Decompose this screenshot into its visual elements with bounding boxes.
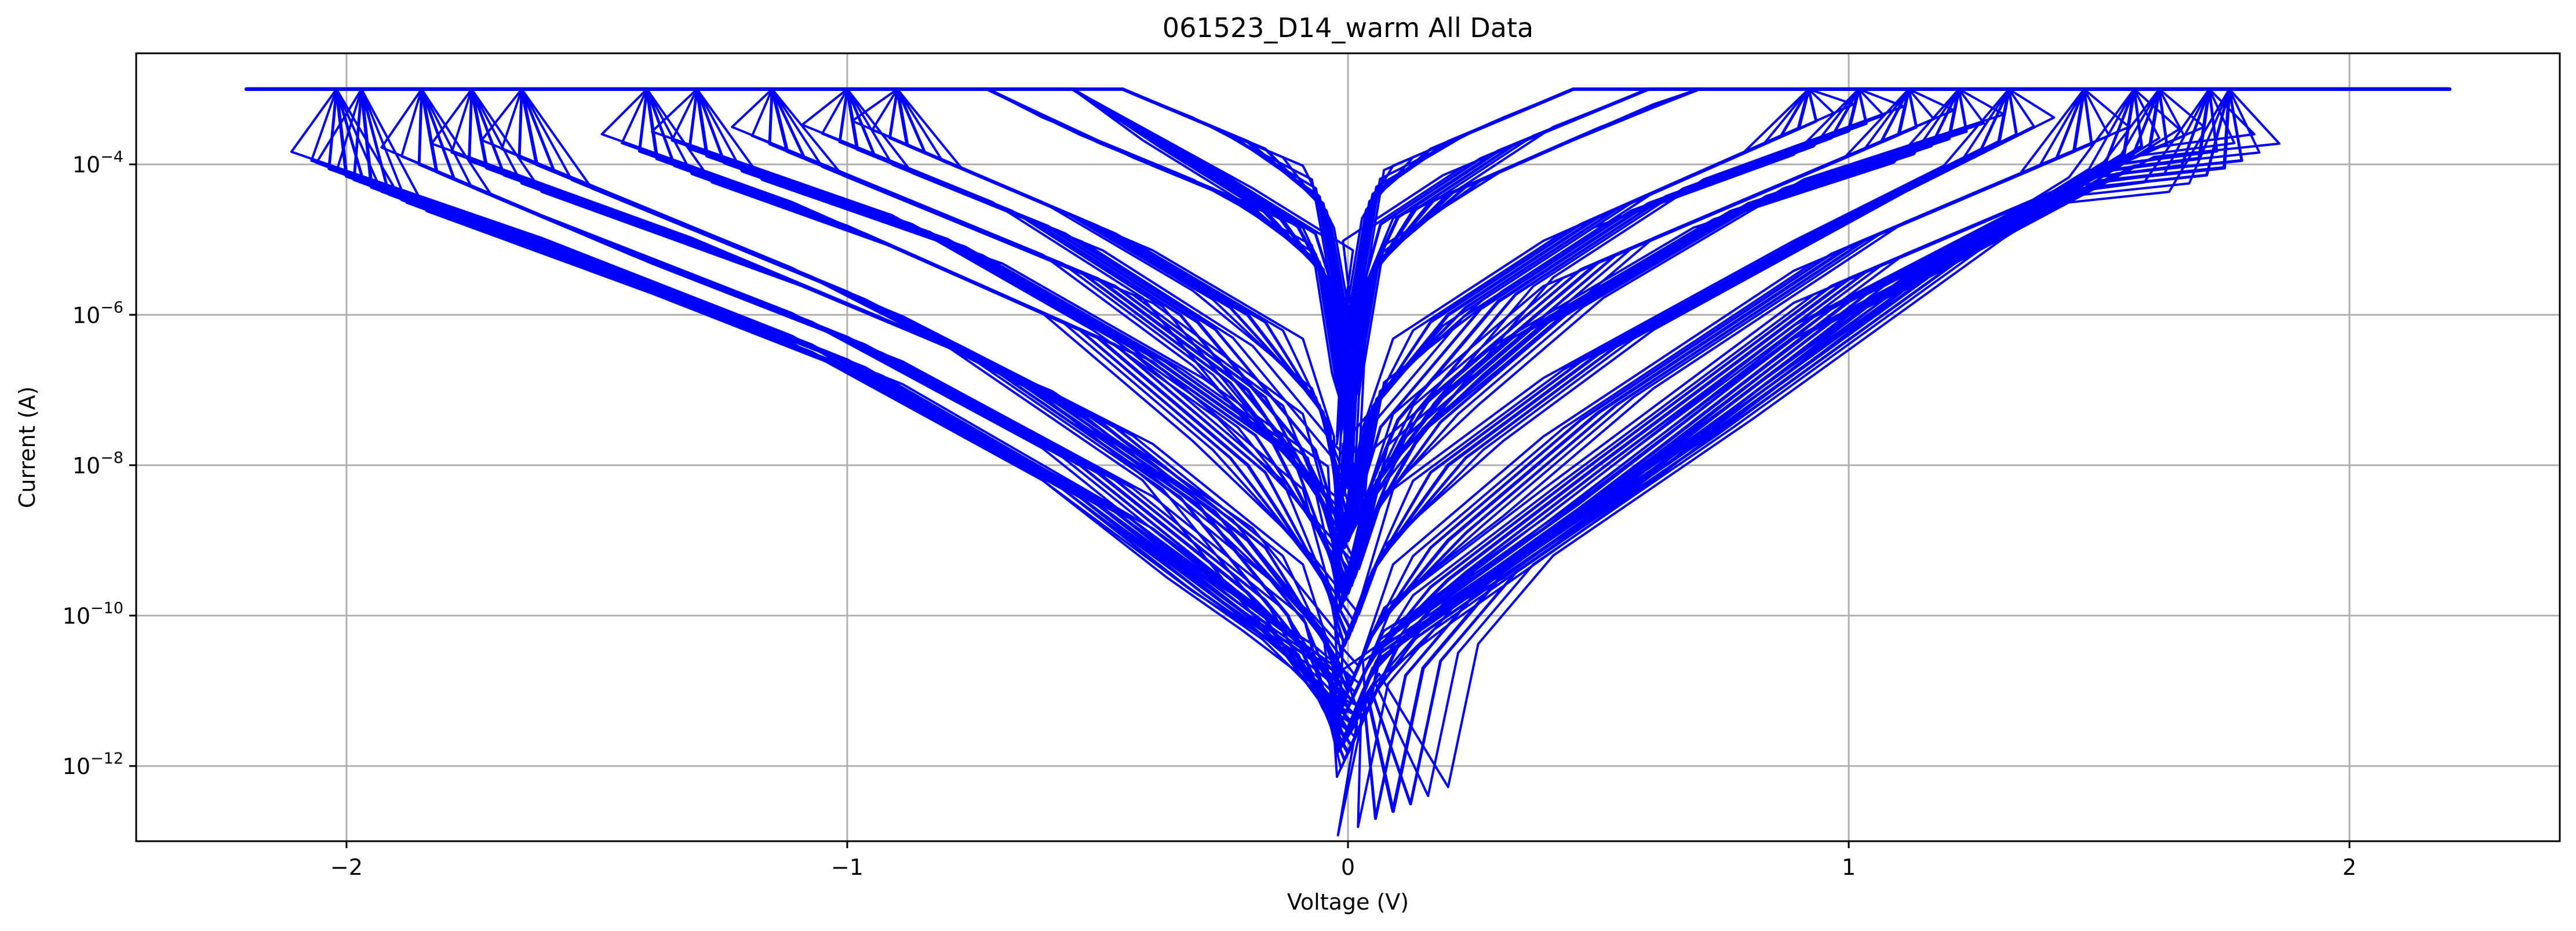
x-tick-label: 2 <box>2342 855 2356 880</box>
y-axis-label: Current (A) <box>14 386 40 508</box>
iv-sweep-line <box>245 87 2451 615</box>
iv-sweep-line <box>245 87 2451 446</box>
iv-sweep-line <box>245 87 2451 397</box>
x-tick-label: −1 <box>831 855 863 880</box>
y-tick-label: 10−12 <box>63 750 123 779</box>
iv-sweep-line <box>245 87 2451 566</box>
y-tick-label: 10−6 <box>72 298 123 328</box>
chart-title: 061523_D14_warm All Data <box>1163 12 1533 43</box>
x-tick-label: −2 <box>330 855 363 880</box>
iv-sweep-line <box>245 87 2451 549</box>
y-tick-label: 10−4 <box>72 148 123 178</box>
iv-sweep-line <box>245 87 2451 587</box>
iv-sweep-line <box>245 87 2451 663</box>
y-tick-label: 10−8 <box>72 449 123 479</box>
iv-sweep-line <box>245 87 2451 806</box>
series-group <box>245 87 2451 837</box>
x-tick-label: 0 <box>1341 855 1355 880</box>
x-tick-label: 1 <box>1842 855 1856 880</box>
iv-sweep-line <box>245 87 2451 820</box>
iv-sweep-line <box>245 87 2451 557</box>
iv-sweep-line <box>245 87 2451 517</box>
y-tick-label: 10−10 <box>63 600 123 629</box>
iv-sweep-line <box>245 87 2451 579</box>
iv-sweep-line <box>245 87 2451 570</box>
iv-sweep-line <box>245 87 2451 797</box>
y-axis-ticks: 10−12 10−10 10−8 10−6 10−4 <box>63 148 136 779</box>
iv-sweep-line <box>245 87 2451 618</box>
x-axis-label: Voltage (V) <box>1287 889 1409 915</box>
iv-sweep-line <box>245 87 2451 668</box>
x-axis-ticks: −2 −1 0 1 2 <box>330 841 2356 880</box>
iv-sweep-line <box>245 87 2451 837</box>
